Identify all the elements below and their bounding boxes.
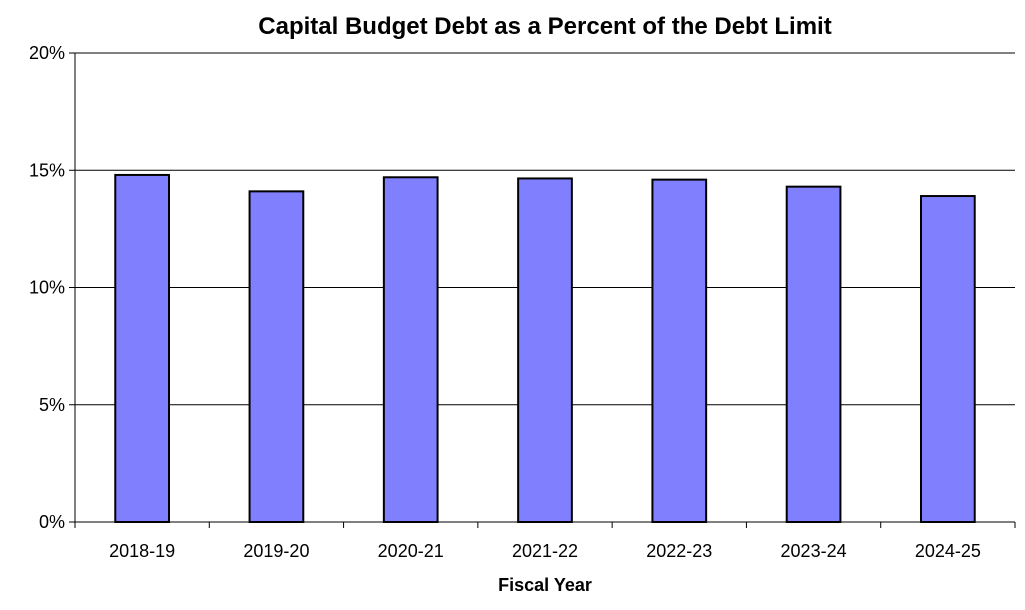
bar-2022-23 (651, 178, 708, 523)
axes (69, 52, 1016, 528)
x-tick-label: 2020-21 (378, 541, 444, 561)
bar-2020-21 (382, 176, 439, 523)
x-tick-label: 2018-19 (109, 541, 175, 561)
x-axis-tick-labels: 2018-19 2019-20 2020-21 2021-22 2022-23 2023-… (109, 541, 981, 561)
x-tick-label: 2024-25 (915, 541, 981, 561)
bar-2024-25 (920, 195, 976, 523)
bar-2018-19 (114, 173, 170, 523)
y-tick-label: 5% (39, 395, 65, 415)
y-axis-tick-labels: 0% 5% 10% 15% 20% (29, 43, 65, 532)
chart-title: Capital Budget Debt as a Percent of the … (258, 13, 831, 40)
y-tick-label: 0% (39, 512, 65, 532)
y-tick-label: 15% (29, 160, 65, 180)
y-tick-label: 10% (29, 278, 65, 298)
x-tick-label: 2019-20 (243, 541, 309, 561)
x-tick-label: 2022-23 (646, 541, 712, 561)
y-tick-label: 20% (29, 43, 65, 63)
bar-2023-24 (785, 185, 842, 523)
x-tick-label: 2023-24 (781, 541, 847, 561)
x-axis-label: Fiscal Year (498, 575, 592, 595)
bars (114, 173, 976, 524)
bar-2021-22 (517, 177, 573, 524)
x-tick-label: 2021-22 (512, 541, 578, 561)
bar-2019-20 (248, 190, 305, 523)
